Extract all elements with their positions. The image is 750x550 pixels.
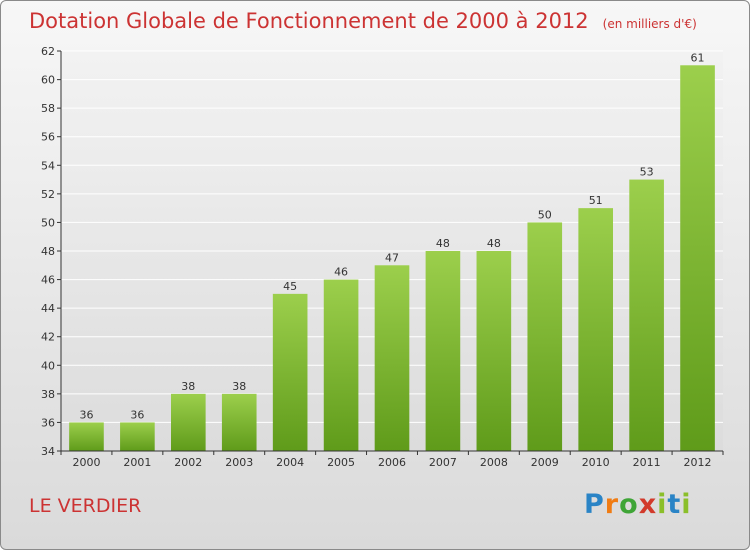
y-tick-label: 38 <box>41 388 55 401</box>
y-tick-label: 34 <box>41 445 55 458</box>
bar <box>69 422 104 451</box>
y-tick-label: 48 <box>41 245 55 258</box>
x-tick-label: 2005 <box>327 456 355 469</box>
x-axis-ticks: 2000 2001 2002 2003 2004 2005 2006 2007 2008 2009… <box>60 451 724 469</box>
x-tick-label: 2012 <box>684 456 712 469</box>
y-tick-label: 42 <box>41 331 55 344</box>
y-tick-label: 36 <box>41 416 55 429</box>
chart-title-text: Dotation Globale de Fonctionnement de 20… <box>29 9 589 33</box>
y-tick-label: 52 <box>41 188 55 201</box>
data-label: 48 <box>487 237 501 250</box>
y-tick-label: 44 <box>41 302 55 315</box>
bar <box>476 251 512 451</box>
bar <box>578 208 614 451</box>
data-label: 50 <box>538 208 552 221</box>
x-tick-label: 2007 <box>429 456 457 469</box>
proxiti-logo: Proxiti <box>584 489 692 520</box>
data-label: 38 <box>181 380 195 393</box>
bar <box>272 293 308 451</box>
y-axis-ticks: 34 36 38 40 42 44 46 48 50 52 54 56 58 60 62 <box>41 45 61 458</box>
y-tick-label: 46 <box>41 274 55 287</box>
x-tick-label: 2001 <box>123 456 151 469</box>
data-label: 45 <box>283 280 297 293</box>
y-tick-label: 54 <box>41 159 55 172</box>
data-label: 61 <box>691 51 705 64</box>
x-tick-label: 2002 <box>174 456 202 469</box>
data-label: 47 <box>385 251 399 264</box>
data-labels: 36 36 38 38 45 46 47 48 48 50 51 53 61 <box>79 51 704 421</box>
y-tick-label: 60 <box>41 74 55 87</box>
bar <box>170 393 206 451</box>
data-label: 53 <box>640 166 654 179</box>
data-label: 36 <box>79 408 93 421</box>
x-tick-label: 2004 <box>276 456 304 469</box>
y-tick-label: 62 <box>41 45 55 58</box>
data-label: 36 <box>130 408 144 421</box>
x-tick-label: 2003 <box>225 456 253 469</box>
y-tick-label: 40 <box>41 359 55 372</box>
bar <box>120 422 155 451</box>
bar <box>680 65 715 452</box>
bar <box>374 265 410 451</box>
x-tick-label: 2009 <box>531 456 559 469</box>
chart-title: Dotation Globale de Fonctionnement de 20… <box>29 9 697 33</box>
bars <box>69 65 715 452</box>
x-tick-label: 2011 <box>633 456 661 469</box>
y-tick-label: 58 <box>41 102 55 115</box>
data-label: 38 <box>232 380 246 393</box>
bar <box>323 279 359 451</box>
x-tick-label: 2010 <box>582 456 610 469</box>
bar <box>527 222 563 451</box>
x-tick-label: 2006 <box>378 456 406 469</box>
y-tick-label: 50 <box>41 216 55 229</box>
chart-unit-label: (en milliers d'€) <box>602 17 697 31</box>
data-label: 51 <box>589 194 603 207</box>
x-tick-label: 2008 <box>480 456 508 469</box>
bar <box>425 251 461 451</box>
bar <box>629 179 664 452</box>
bar <box>221 393 257 451</box>
y-tick-label: 56 <box>41 131 55 144</box>
data-label: 48 <box>436 237 450 250</box>
commune-name: LE VERDIER <box>29 495 142 517</box>
data-label: 46 <box>334 266 348 279</box>
x-tick-label: 2000 <box>72 456 100 469</box>
